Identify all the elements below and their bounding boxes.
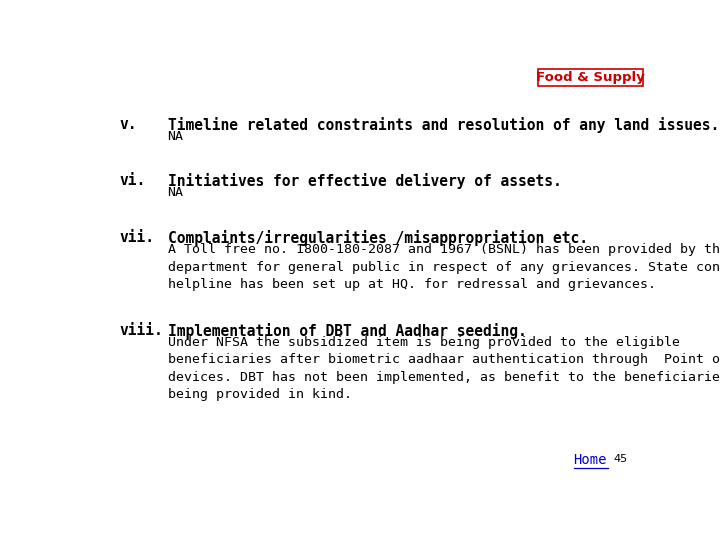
Text: Implementation of DBT and Aadhar seeding.: Implementation of DBT and Aadhar seeding…: [168, 323, 526, 339]
Text: Complaints/irregularities /misappropriation etc.: Complaints/irregularities /misappropriat…: [168, 231, 588, 246]
Text: A Toll free no. 1800-180-2087 and 1967 (BSNL) has been provided by the
departmen: A Toll free no. 1800-180-2087 and 1967 (…: [168, 244, 720, 291]
Text: NA: NA: [168, 186, 184, 199]
Text: vii.: vii.: [120, 231, 155, 245]
Text: NA: NA: [168, 130, 184, 143]
Text: v.: v.: [120, 117, 137, 132]
Text: Timeline related constraints and resolution of any land issues.: Timeline related constraints and resolut…: [168, 117, 719, 133]
Text: vi.: vi.: [120, 173, 145, 187]
Text: Initiatives for effective delivery of assets.: Initiatives for effective delivery of as…: [168, 173, 562, 188]
FancyBboxPatch shape: [538, 70, 642, 86]
Text: Home: Home: [574, 453, 607, 467]
Text: 45: 45: [614, 454, 628, 464]
Text: viii.: viii.: [120, 323, 163, 338]
Text: Food & Supply: Food & Supply: [536, 71, 644, 84]
Text: Under NFSA the subsidized item is being provided to the eligible
beneficiaries a: Under NFSA the subsidized item is being …: [168, 336, 720, 401]
